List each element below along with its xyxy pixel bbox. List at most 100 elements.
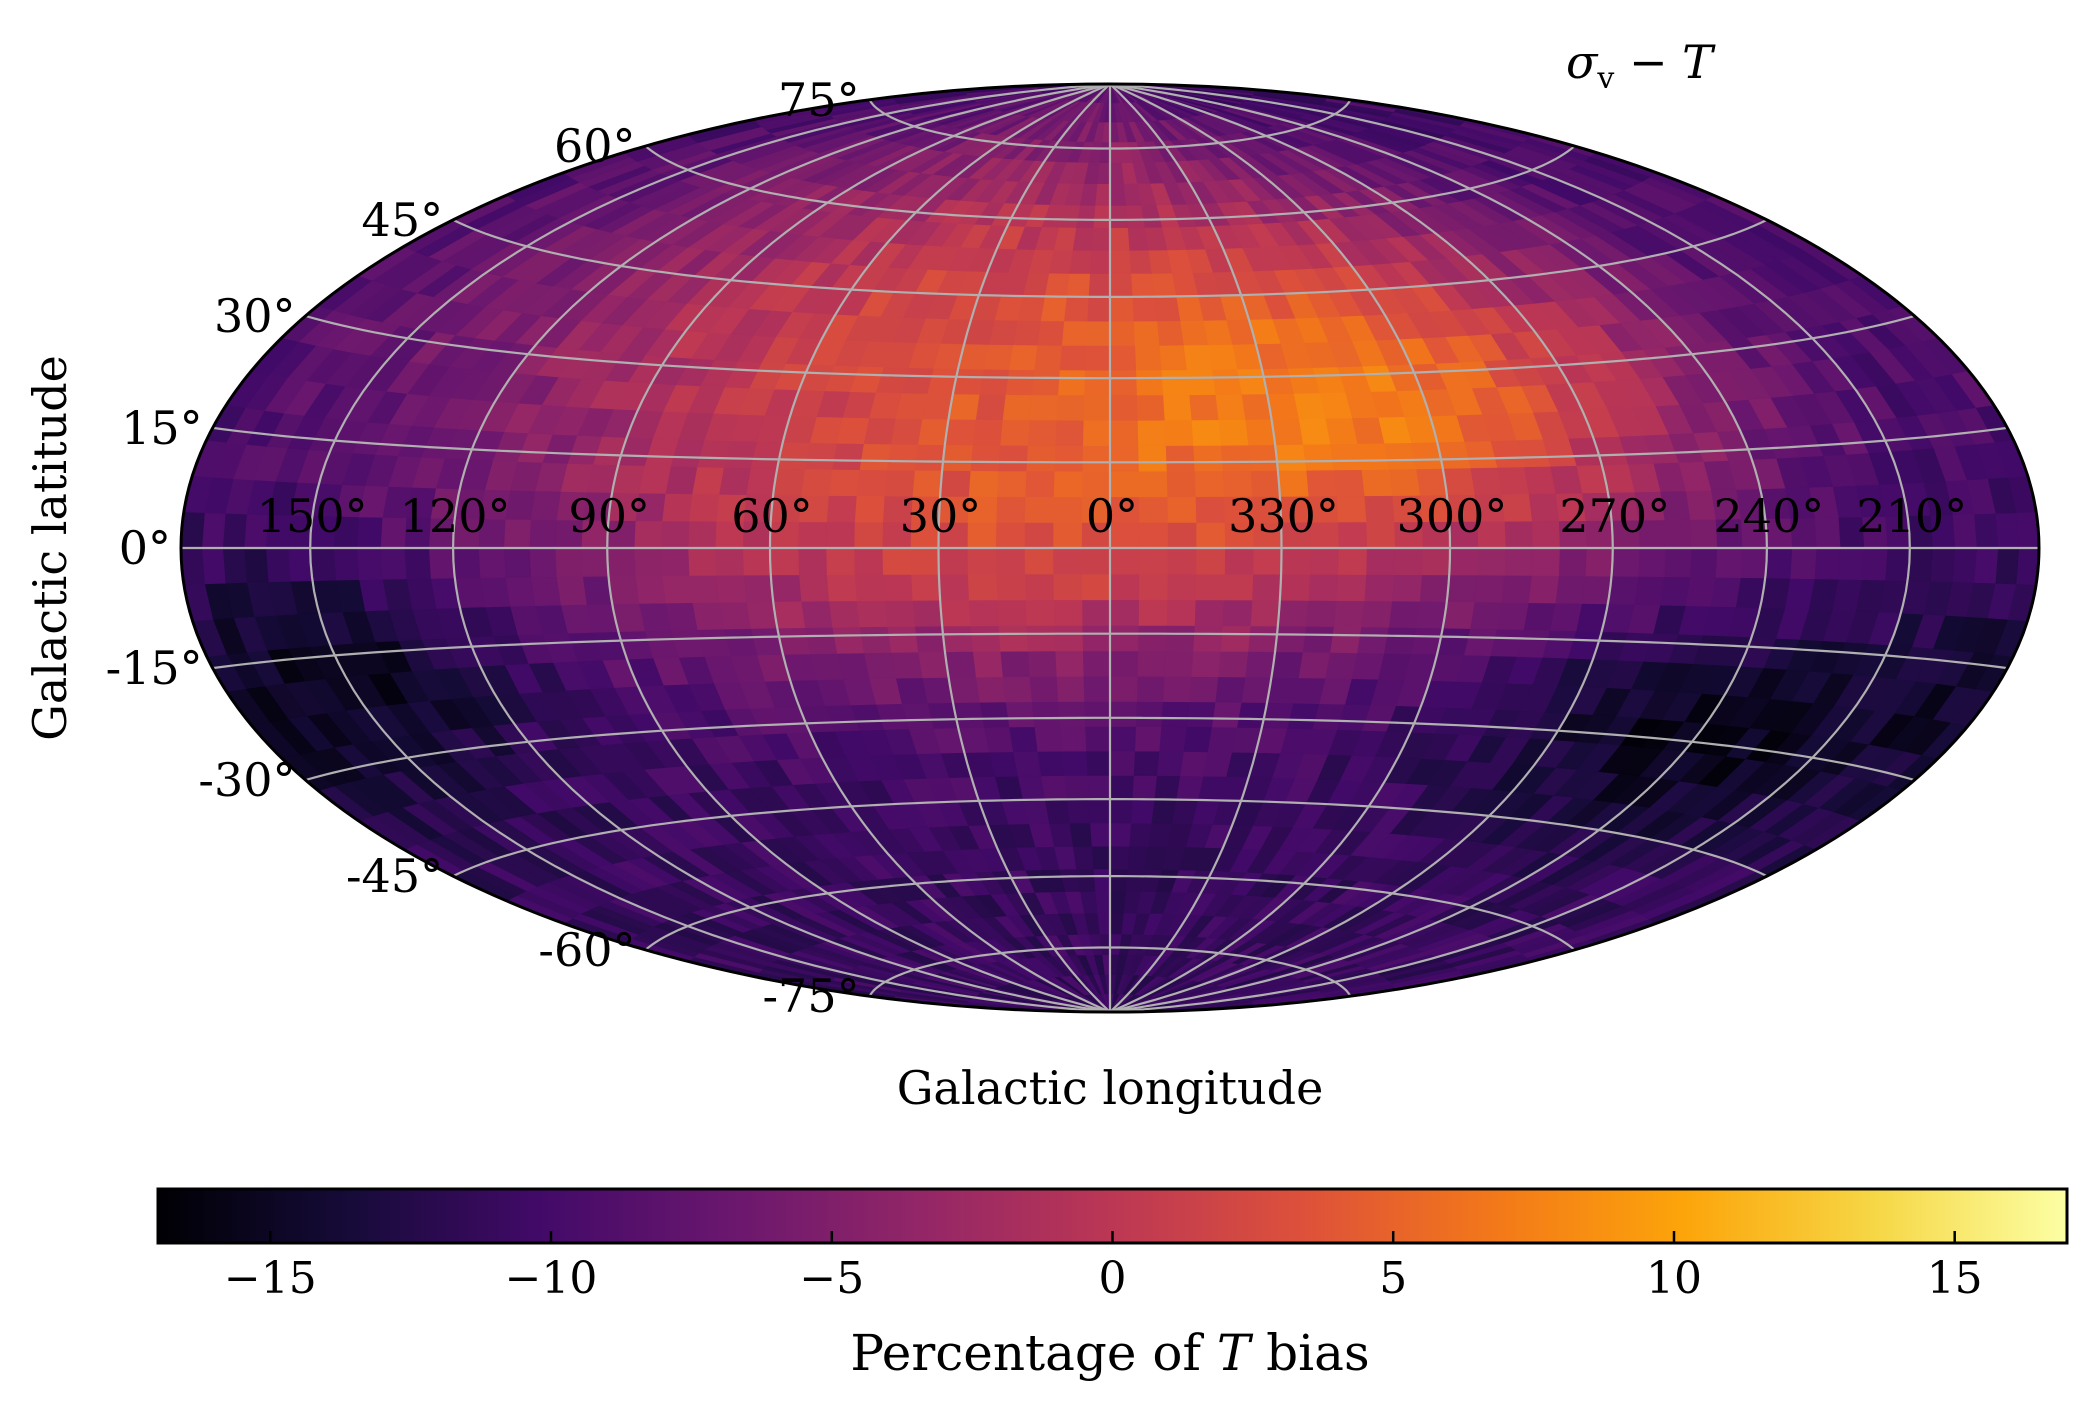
heatmap-cell	[1026, 650, 1057, 677]
latitude-tick-label: 0°	[119, 521, 171, 575]
heatmap-cell	[1137, 521, 1168, 549]
heatmap-cell	[1025, 624, 1056, 652]
heatmap-cell	[427, 547, 456, 579]
heatmap-cell	[1164, 624, 1195, 652]
heatmap-cell	[853, 547, 884, 575]
heatmap-cell	[1607, 575, 1639, 605]
heatmap-cell	[1136, 624, 1167, 652]
heatmap-cell	[633, 547, 663, 577]
heatmap-cell	[1332, 599, 1365, 628]
heatmap-cell	[1058, 725, 1087, 752]
heatmap-cell	[742, 574, 774, 603]
heatmap-cell	[1030, 368, 1060, 396]
colorbar-tick-label: −5	[799, 1253, 864, 1304]
map-boundary	[179, 82, 2041, 1014]
heatmap-cell	[1053, 444, 1084, 472]
heatmap-cell	[1109, 182, 1126, 206]
heatmap-cell	[1053, 624, 1084, 652]
heatmap-cell	[941, 624, 973, 653]
heatmap-cell	[1684, 489, 1716, 520]
heatmap-cell	[855, 468, 888, 497]
heatmap-cell	[1305, 599, 1337, 627]
colorbar-tick-label: 15	[1927, 1253, 1983, 1304]
heatmap-cell	[1301, 443, 1334, 471]
heatmap-cell	[1090, 845, 1111, 870]
heatmap-cell	[1365, 520, 1396, 549]
heatmap-cell	[1387, 600, 1420, 629]
heatmap-cell	[1124, 204, 1146, 228]
heatmap-cell	[581, 575, 613, 605]
heatmap-cell	[1185, 700, 1216, 728]
heatmap-cell	[999, 418, 1030, 446]
heatmap-cell	[1126, 845, 1149, 870]
heatmap-cell	[1610, 547, 1640, 577]
heatmap-cell	[944, 650, 976, 678]
heatmap-cell	[966, 573, 998, 601]
heatmap-cell	[688, 574, 720, 604]
heatmap-cell	[1086, 296, 1111, 322]
heatmap-cell	[1277, 599, 1309, 627]
heatmap-cell	[714, 547, 744, 576]
heatmap-cell	[1025, 444, 1056, 472]
heatmap-cell	[1193, 469, 1225, 498]
heatmap-cell	[1192, 444, 1223, 472]
heatmap-cell	[1336, 547, 1367, 575]
heatmap-cell	[1194, 495, 1225, 523]
heatmap-cell	[1837, 547, 1865, 581]
heatmap-cell	[1360, 468, 1393, 497]
heatmap-cell	[1448, 547, 1479, 576]
heatmap-cell	[1052, 470, 1083, 498]
heatmap-cell	[529, 489, 561, 521]
heatmap-cell	[1023, 547, 1054, 575]
heatmap-cell	[1739, 547, 1768, 579]
heatmap-cell	[1182, 725, 1213, 753]
heatmap-cell	[1056, 700, 1086, 727]
heatmap-cell	[1133, 725, 1162, 752]
heatmap-cell	[1973, 512, 1999, 549]
heatmap-cell	[1210, 701, 1242, 728]
longitude-tick-label: 30°	[900, 489, 982, 543]
heatmap-cell	[1994, 511, 2020, 549]
heatmap-cell	[1023, 521, 1054, 549]
heatmap-cell	[1223, 547, 1254, 575]
heatmap-cell	[1109, 725, 1137, 752]
heatmap-cell	[403, 547, 431, 580]
heatmap-cell	[978, 701, 1010, 728]
heatmap-cell	[1206, 726, 1238, 753]
heatmap-cell	[994, 521, 1025, 549]
heatmap-cell	[200, 547, 226, 585]
heatmap-cell	[1109, 444, 1139, 472]
heatmap-cell	[1055, 394, 1085, 421]
heatmap-cell	[1058, 344, 1087, 371]
heatmap-cell	[1133, 344, 1162, 371]
heatmap-cell	[1214, 675, 1246, 703]
heatmap-cell	[1081, 624, 1111, 652]
heatmap-cell	[1028, 675, 1059, 703]
heatmap-cell	[1128, 822, 1152, 847]
heatmap-cell	[881, 573, 913, 601]
heatmap-cell	[1080, 573, 1111, 601]
heatmap-cell	[1473, 574, 1505, 603]
heatmap-cell	[1195, 547, 1226, 575]
heatmap-cell	[1081, 650, 1111, 677]
heatmap-cell	[966, 547, 997, 575]
heatmap-cell	[1194, 573, 1225, 601]
heatmap-cell	[1086, 774, 1111, 800]
heatmap-cell	[1129, 798, 1155, 824]
heatmap-cell	[1023, 495, 1054, 523]
heatmap-cell	[1251, 573, 1282, 601]
heatmap-cell	[1137, 547, 1168, 575]
heatmap-cell	[1557, 547, 1587, 577]
heatmap-cell	[995, 495, 1026, 523]
heatmap-cell	[1109, 419, 1139, 446]
heatmap-cell	[1210, 368, 1242, 395]
heatmap-cell	[1446, 574, 1478, 603]
heatmap-cell	[1530, 519, 1560, 549]
heatmap-cell	[1527, 492, 1559, 522]
heatmap-cell	[717, 600, 751, 630]
heatmap-cell	[830, 625, 865, 654]
heatmap-cell	[995, 598, 1027, 627]
heatmap-cell	[1244, 418, 1276, 446]
heatmap-cell	[1165, 470, 1196, 498]
heatmap-cell	[997, 444, 1028, 472]
